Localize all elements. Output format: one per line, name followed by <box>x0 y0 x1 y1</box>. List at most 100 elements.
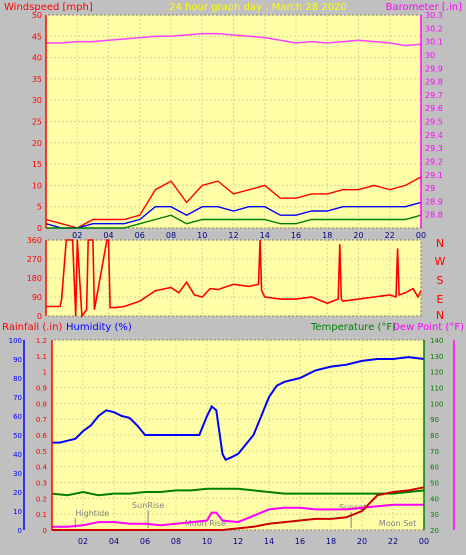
barometer-tick-label: 28.9 <box>425 197 443 206</box>
direction-tick-label: 180 <box>27 274 42 283</box>
wind-tick-label: 30 <box>32 96 42 105</box>
wind-min-line <box>46 214 422 229</box>
rain-tick-label: 0.7 <box>36 416 47 424</box>
annotation-label: SunRise <box>132 501 164 510</box>
barometer-tick-label: 30.1 <box>425 38 443 47</box>
wind-baro-axes: 02 04 06 08 10 12 14 16 18 20 22 000510152025303540… <box>32 11 443 240</box>
humidity-tick-label: 50 <box>13 432 22 440</box>
humidity-tick-label: 0 <box>18 527 22 535</box>
x-tick-label: 16 <box>295 537 305 546</box>
dewpoint-axis-label: Dew Point (°F) <box>392 322 464 333</box>
x-tick-label: 06 <box>140 537 150 546</box>
humidity-tick-label: 90 <box>13 356 22 364</box>
temperature-tick-label: 50 <box>430 480 439 488</box>
temperature-tick-label: 40 <box>430 495 439 503</box>
humidity-tick-label: 60 <box>13 413 22 421</box>
x-tick-label: 10 <box>202 537 212 546</box>
rain-tick-label: 0.5 <box>36 448 47 456</box>
rain-tick-label: 1.1 <box>36 353 47 361</box>
direction-tick-label: 90 <box>32 293 42 302</box>
barometer-tick-label: 29.7 <box>425 91 443 100</box>
compass-label: W <box>435 255 446 268</box>
wind-tick-label: 0 <box>37 224 42 233</box>
temperature-axis-label: Temperature (°F) <box>310 322 396 333</box>
x-tick-label: 18 <box>326 537 336 546</box>
direction-tick-label: 0 <box>37 312 42 321</box>
temperature-line <box>51 487 425 497</box>
barometer-tick-label: 29.9 <box>425 64 443 73</box>
barometer-tick-label: 29.8 <box>425 78 443 87</box>
rain-hum-temp-series <box>51 356 425 531</box>
x-tick-label: 00 <box>416 231 426 240</box>
wind-tick-label: 40 <box>32 54 42 63</box>
rain-tick-label: 0.2 <box>36 495 47 503</box>
x-tick-label: 00 <box>419 537 429 546</box>
barometer-tick-label: 29 <box>425 184 435 193</box>
chart-title: 24 hour graph day : March 28 2020 <box>169 2 347 13</box>
wind-gust-line <box>45 176 422 229</box>
wind-axis-label: Windspeed [mph] <box>4 2 93 13</box>
compass-label: N <box>436 309 444 322</box>
rain-hum-temp-axes: 02 04 06 08 10 12 14 16 18 20 22 0000.10.20.30.40.5… <box>9 337 455 546</box>
barometer-axis-label: Barometer [.in] <box>386 2 462 13</box>
rain-tick-label: 0.4 <box>36 464 48 472</box>
x-tick-label: 20 <box>357 537 367 546</box>
humidity-tick-label: 80 <box>13 375 22 383</box>
humidity-tick-label: 10 <box>13 508 22 516</box>
direction-tick-label: 360 <box>27 236 42 245</box>
annotation-label: Hightide <box>75 509 109 518</box>
wind-tick-label: 10 <box>32 181 42 190</box>
wind-tick-label: 15 <box>32 160 42 169</box>
barometer-tick-label: 30 <box>425 51 435 60</box>
wind-baro-series <box>45 32 422 229</box>
x-tick-label: 02 <box>78 537 88 546</box>
x-tick-label: 12 <box>233 537 243 546</box>
x-tick-label: 04 <box>109 537 119 546</box>
humidity-tick-label: 100 <box>9 337 22 345</box>
barometer-tick-label: 29.6 <box>425 104 443 113</box>
barometer-tick-label: 29.5 <box>425 118 443 127</box>
rainfall-axis-label: Rainfall (.in) <box>2 322 63 333</box>
temperature-tick-label: 20 <box>430 527 439 535</box>
barometer-tick-label: 29.3 <box>425 144 443 153</box>
humidity-line <box>52 356 425 461</box>
x-tick-label: 12 <box>228 231 238 240</box>
temperature-tick-label: 100 <box>430 400 443 408</box>
rain-tick-label: 0.3 <box>36 480 47 488</box>
x-tick-label: 08 <box>166 231 176 240</box>
temperature-tick-label: 140 <box>430 337 443 345</box>
x-tick-label: 02 <box>72 231 82 240</box>
x-tick-label: 18 <box>322 231 332 240</box>
wind-tick-label: 20 <box>32 139 42 148</box>
dewpoint-line <box>52 503 424 528</box>
rain-tick-label: 0.6 <box>36 432 48 440</box>
humidity-tick-label: 20 <box>13 489 22 497</box>
barometer-tick-label: 30.2 <box>425 24 443 33</box>
temperature-tick-label: 130 <box>430 353 443 361</box>
rain-hum-temp-grid <box>52 339 425 531</box>
barometer-line <box>46 32 422 47</box>
wind-avg-line <box>45 201 422 229</box>
compass-label: N <box>436 237 444 250</box>
annotation-label: Moon Set <box>379 519 416 528</box>
barometer-tick-label: 29.1 <box>425 171 443 180</box>
x-tick-label: 14 <box>264 537 274 546</box>
temperature-tick-label: 80 <box>430 432 439 440</box>
temperature-tick-label: 60 <box>430 464 439 472</box>
barometer-tick-label: 30.3 <box>425 11 443 20</box>
rain-tick-label: 0 <box>43 527 47 535</box>
rain-tick-label: 1.2 <box>36 337 47 345</box>
humidity-tick-label: 40 <box>13 451 22 459</box>
x-tick-label: 06 <box>135 231 145 240</box>
humidity-axis-label: Humidity (%) <box>66 322 132 333</box>
x-tick-label: 16 <box>291 231 301 240</box>
rain-tick-label: 0.8 <box>36 400 47 408</box>
rain-hum-temp-chart: Hightide SunRise Moon Rise Sunset Moon Set 0… <box>9 337 455 546</box>
x-tick-label: 22 <box>385 231 395 240</box>
barometer-tick-label: 28.8 <box>425 211 443 220</box>
temperature-tick-label: 110 <box>430 385 443 393</box>
wind-tick-label: 50 <box>32 11 42 20</box>
